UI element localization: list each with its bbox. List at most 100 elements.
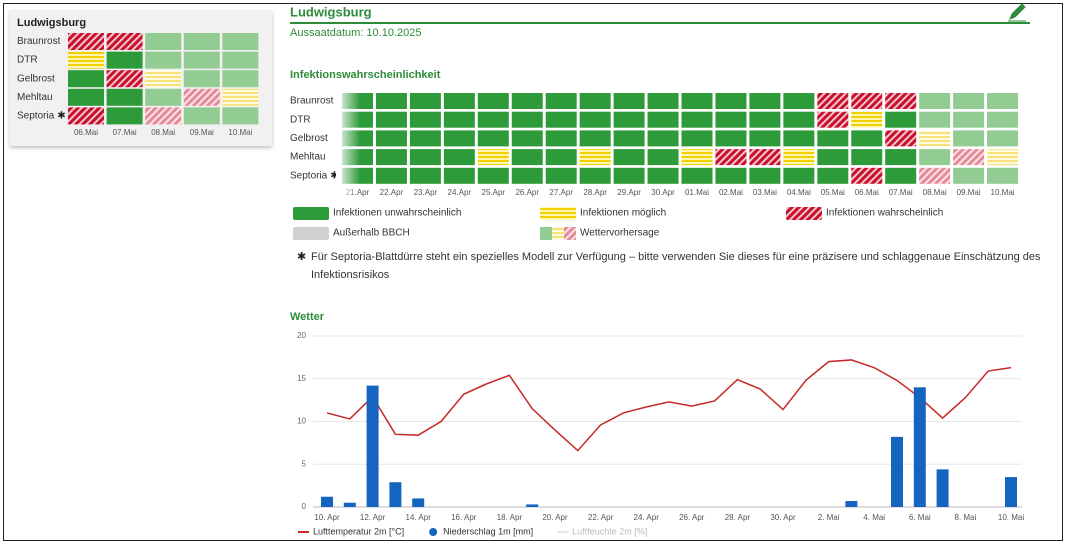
risk-cell [145, 88, 182, 106]
risk-cell [511, 167, 543, 184]
x-tick-label: 8. Mai [955, 513, 977, 522]
risk-cell [477, 149, 509, 166]
date-label: 09.Mai [957, 188, 981, 197]
card-title: Ludwigsburg [17, 17, 86, 29]
date-label: 29.Apr [617, 188, 641, 197]
risk-cell [222, 70, 259, 88]
risk-cell [68, 107, 104, 125]
risk-cell [545, 149, 577, 166]
risk-cell [817, 111, 849, 128]
risk-cell [145, 33, 182, 50]
risk-cell [953, 111, 985, 128]
risk-cell [953, 167, 985, 184]
risk-cell [715, 167, 747, 184]
date-label: 27.Apr [549, 188, 573, 197]
legend-swatch [293, 227, 329, 240]
risk-cell [817, 149, 849, 166]
row-label: Braunrost [17, 36, 61, 47]
risk-cell [106, 33, 143, 50]
risk-cell [647, 167, 679, 184]
date-label: 10.Mai [991, 188, 1015, 197]
risk-cell [919, 149, 951, 166]
row-label: DTR [17, 55, 38, 66]
risk-cell [477, 111, 509, 128]
x-tick-label: 6. Mai [909, 513, 931, 522]
risk-cell [68, 33, 104, 50]
risk-cell [749, 93, 781, 109]
x-tick-label: 16. Apr [451, 513, 477, 522]
risk-cell [375, 111, 407, 128]
risk-cell [183, 107, 220, 125]
legend-label: Lufttemperatur 2m [°C] [313, 526, 404, 536]
risk-cell [953, 93, 985, 109]
x-tick-label: 28. Apr [725, 513, 751, 522]
risk-cell [579, 111, 611, 128]
risk-cell [851, 149, 883, 166]
risk-cell [106, 51, 143, 69]
y-tick-label: 10 [297, 417, 306, 426]
risk-cell [885, 130, 917, 147]
risk-cell [68, 70, 104, 88]
date-label: 22.Apr [380, 188, 404, 197]
legend-label: Niederschlag 1m [mm] [443, 526, 533, 536]
risk-cell [545, 93, 577, 109]
risk-cell [681, 111, 713, 128]
date-label: 23.Apr [414, 188, 438, 197]
note-symbol: ✱ [297, 251, 306, 263]
risk-cell [409, 167, 441, 184]
risk-cell [749, 111, 781, 128]
risk-cell [987, 93, 1019, 109]
risk-cell [613, 111, 645, 128]
risk-cell [477, 93, 509, 109]
edit-icon[interactable] [1008, 3, 1026, 22]
risk-cell [443, 130, 475, 147]
risk-cell [817, 167, 849, 184]
temperature-line [326, 359, 1012, 452]
risk-cell [183, 51, 220, 69]
risk-cell [885, 149, 917, 166]
risk-cell [375, 167, 407, 184]
risk-cell [817, 93, 849, 109]
risk-cell [715, 111, 747, 128]
date-label: 28.Apr [583, 188, 607, 197]
risk-cell [681, 167, 713, 184]
risk-cell [715, 130, 747, 147]
risk-cell [443, 149, 475, 166]
legend-label: Infektionen wahrscheinlich [826, 208, 943, 219]
date-label: 05.Mai [821, 188, 845, 197]
precip-bar [366, 385, 379, 507]
risk-cell [987, 149, 1019, 166]
date-label: 04.Mai [787, 188, 811, 197]
date-label: 30.Apr [651, 188, 675, 197]
risk-cell [715, 149, 747, 166]
page-title: Ludwigsburg [290, 4, 372, 19]
risk-cell [545, 111, 577, 128]
precip-bar [845, 501, 858, 507]
risk-cell [783, 93, 815, 109]
risk-cell [987, 167, 1019, 184]
row-label: DTR [290, 114, 311, 125]
risk-cell [953, 149, 985, 166]
y-tick-label: 5 [302, 459, 307, 468]
date-label: 01.Mai [685, 188, 709, 197]
risk-cell [783, 130, 815, 147]
risk-cell [613, 130, 645, 147]
date-label: 24.Apr [448, 188, 472, 197]
legend-label: Wettervorhersage [580, 228, 660, 239]
x-tick-label: 10. Apr [314, 513, 340, 522]
risk-cell [222, 51, 259, 69]
risk-cell [579, 167, 611, 184]
row-label: Septoria [17, 111, 55, 122]
row-label: Gelbrost [290, 133, 328, 144]
row-label: Mehltau [290, 152, 326, 163]
risk-cell [511, 93, 543, 109]
date-label: 25.Apr [482, 188, 506, 197]
row-note-symbol: ✱ [57, 111, 65, 122]
risk-cell [885, 167, 917, 184]
risk-cell [647, 93, 679, 109]
risk-cell [145, 107, 182, 125]
risk-cell [443, 111, 475, 128]
legend-swatch [540, 227, 552, 240]
risk-cell [545, 167, 577, 184]
